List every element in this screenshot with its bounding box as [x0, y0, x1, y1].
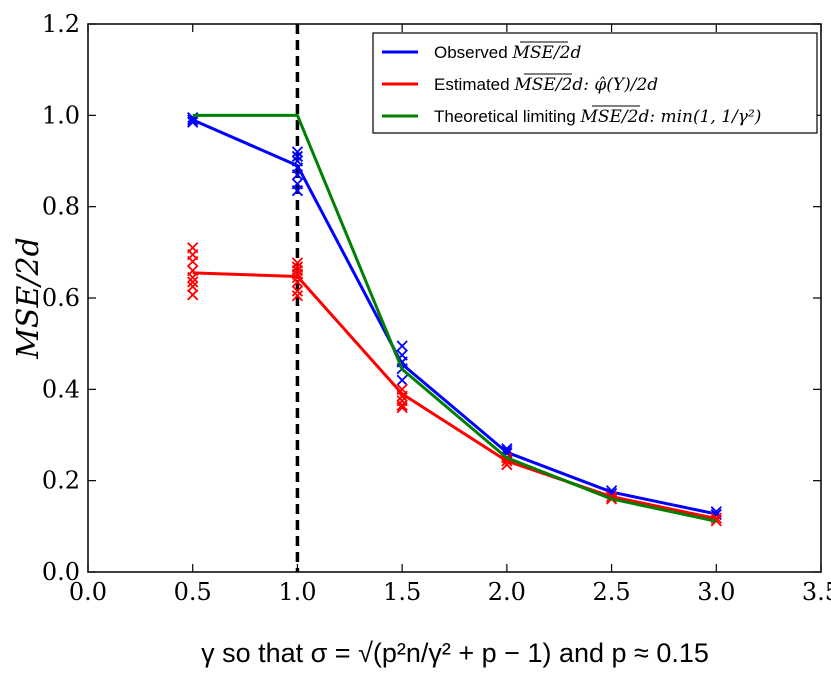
series-line-observed [192, 118, 717, 516]
marker-estimated [187, 289, 199, 301]
marker-estimated [187, 280, 199, 293]
marker-estimated [291, 271, 304, 284]
series-markers-observed [187, 111, 722, 521]
marker-observed [187, 116, 199, 128]
marker-estimated [396, 401, 408, 414]
legend-estimated-math: MSE/2d: φ̂(Y)/2d [513, 75, 658, 95]
marker-estimated [291, 290, 304, 302]
x-tick-label-2-0: 2.0 [488, 578, 526, 606]
legend-theoretical-plain: Theoretical limiting [434, 107, 580, 126]
y-tick-label-0-6: 0.6 [42, 284, 80, 312]
tick-marks: 0.0 0.5 1.0 1.5 2.0 2.5 3.0 3.5 0.0 0.2 0.4 0.6 0.8 1… [42, 10, 831, 606]
marker-observed [291, 146, 304, 158]
y-tick-label-0-0: 0.0 [42, 558, 80, 586]
marker-estimated [396, 390, 408, 402]
x-tick-label-3-5: 3.5 [802, 578, 831, 606]
marker-estimated [501, 459, 513, 471]
marker-observed [291, 185, 304, 197]
y-tick-label-1-2: 1.2 [42, 10, 80, 38]
marker-observed [396, 374, 408, 386]
marker-observed [291, 169, 304, 181]
marker-observed [291, 150, 304, 163]
legend-observed-plain: Observed [434, 43, 512, 62]
x-tick-label-0-5: 0.5 [174, 578, 212, 606]
x-tick-label-0-0: 0.0 [69, 578, 107, 606]
y-axis-label: MSE/2d [11, 237, 46, 360]
series-markers-estimated [187, 242, 722, 527]
plot-area [187, 24, 722, 572]
marker-estimated [291, 276, 304, 288]
x-tick-label-1-5: 1.5 [383, 578, 421, 606]
marker-estimated [291, 285, 304, 297]
marker-observed [501, 443, 513, 455]
legend-label-observed: Observed MSE/2d [434, 43, 581, 63]
y-tick-label-1-0: 1.0 [42, 101, 80, 129]
marker-estimated [187, 271, 199, 284]
series-line-theoretical [192, 113, 717, 523]
legend-theoretical-math: MSE/2d: min(1, 1/γ²) [579, 107, 761, 127]
marker-estimated [187, 255, 199, 268]
legend-box [372, 32, 818, 134]
x-tick-label-3-0: 3.0 [697, 578, 735, 606]
marker-observed [396, 340, 408, 352]
x-tick-label-2-5: 2.5 [592, 578, 630, 606]
marker-estimated [396, 399, 408, 411]
legend-label-estimated: Estimated MSE/2d: φ̂(Y)/2d [434, 75, 658, 95]
x-tick-label-1-0: 1.0 [278, 578, 316, 606]
y-tick-label-0-4: 0.4 [42, 375, 80, 403]
legend-label-theoretical: Theoretical limiting MSE/2d: min(1, 1/γ²… [434, 107, 761, 127]
series-line-estimated [192, 271, 717, 521]
x-axis-label: γ so that σ = √(p²n/γ² + p − 1) and p ≈ … [201, 638, 709, 668]
marker-estimated [187, 276, 199, 288]
legend-observed-math: MSE/2d [511, 43, 581, 63]
legend-estimated-plain: Estimated [434, 75, 514, 94]
y-tick-label-0-2: 0.2 [42, 467, 80, 495]
y-tick-label-0-8: 0.8 [42, 193, 80, 221]
legend: Observed MSE/2d Estimated MSE/2d: φ̂(Y)/… [372, 32, 818, 134]
